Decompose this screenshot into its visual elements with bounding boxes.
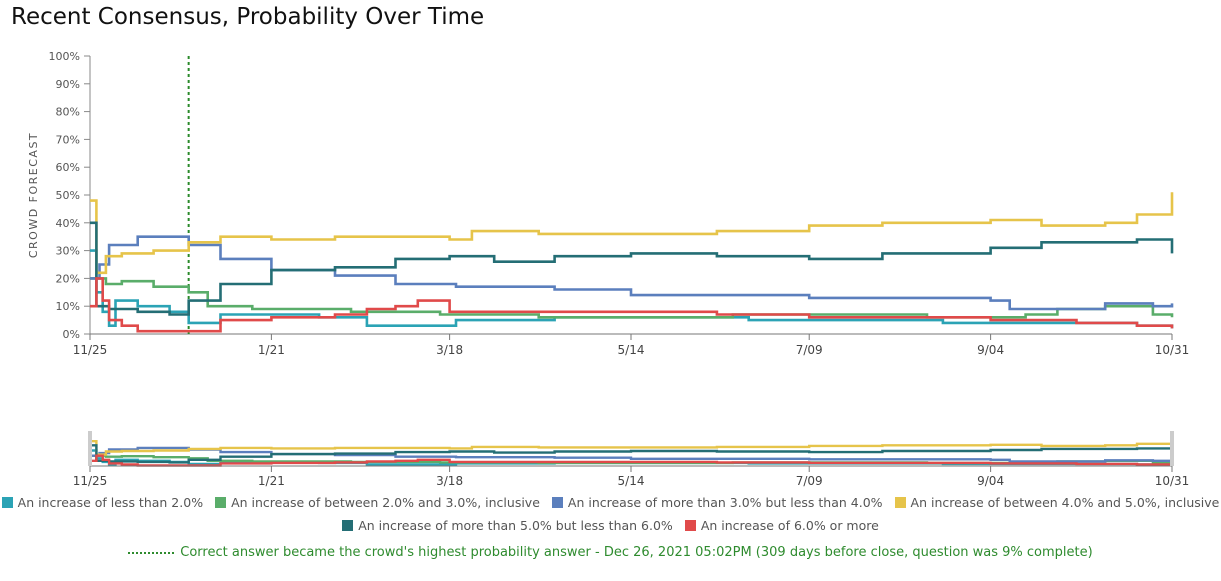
y-tick-label: 0% — [63, 328, 80, 341]
navigator-x-tick-label: 9/04 — [977, 474, 1004, 488]
y-tick-label: 30% — [56, 245, 80, 258]
legend-item[interactable]: An increase of more than 3.0% but less t… — [551, 495, 883, 510]
y-tick-label: 10% — [56, 300, 80, 313]
x-tick-label: 1/21 — [258, 343, 285, 357]
navigator-x-tick-label: 3/18 — [436, 474, 463, 488]
main-plot: 0% 10% 20% 30% 40% 50% 60% 70% 80% 90% 100% 11/25 1/… — [49, 50, 1190, 357]
y-tick-label: 60% — [56, 161, 80, 174]
x-tick-label: 7/09 — [796, 343, 823, 357]
correct-answer-note: Correct answer became the crowd's highes… — [0, 545, 1221, 560]
legend-swatch-icon — [894, 497, 906, 508]
x-tick-label: 3/18 — [436, 343, 463, 357]
main-series-group — [90, 192, 1174, 333]
navigator-handle-left[interactable] — [88, 431, 92, 466]
y-tick-label: 70% — [56, 133, 80, 146]
navigator-series-line — [90, 454, 1174, 467]
legend-label: An increase of 6.0% or more — [700, 518, 879, 533]
y-tick-label: 90% — [56, 78, 80, 91]
navigator-series-line — [90, 444, 1174, 464]
x-tick-label: 5/14 — [618, 343, 645, 357]
navigator-x-tick-label: 7/09 — [796, 474, 823, 488]
legend-item[interactable]: An increase of less than 2.0% — [1, 495, 204, 510]
legend-label: An increase of between 2.0% and 3.0%, in… — [231, 495, 540, 510]
navigator-x-tick-label: 11/25 — [73, 474, 108, 488]
legend-label: An increase of between 4.0% and 5.0%, in… — [910, 495, 1220, 510]
legend-item[interactable]: An increase of between 4.0% and 5.0%, in… — [894, 495, 1220, 510]
y-tick-label: 40% — [56, 217, 80, 230]
series-line[interactable] — [90, 249, 1174, 329]
x-tick-label: 11/25 — [73, 343, 108, 357]
legend-row: An increase of less than 2.0% An increase… — [0, 495, 1221, 510]
legend-row: An increase of more than 5.0% but less t… — [0, 518, 1221, 533]
navigator-x-tick-label: 1/21 — [258, 474, 285, 488]
chart-title: Recent Consensus, Probability Over Time — [11, 4, 485, 30]
navigator-series-line — [90, 439, 1174, 456]
legend-swatch-icon — [551, 497, 563, 508]
legend-swatch-icon — [342, 520, 354, 531]
x-tick-label: 9/04 — [977, 343, 1004, 357]
legend-label: An increase of more than 3.0% but less t… — [567, 495, 883, 510]
series-line[interactable] — [90, 277, 1174, 333]
legend: An increase of less than 2.0% An increase… — [0, 495, 1221, 541]
navigator-handle-right[interactable] — [1170, 431, 1174, 466]
x-tick-label: 10/31 — [1155, 343, 1190, 357]
navigator-plot[interactable]: 11/25 1/21 3/18 5/14 7/09 9/04 10/31 — [73, 431, 1190, 488]
y-tick-label: 50% — [56, 189, 80, 202]
navigator-series-line — [90, 446, 1174, 463]
legend-label: An increase of more than 5.0% but less t… — [358, 518, 673, 533]
series-line[interactable] — [90, 192, 1174, 275]
y-tick-label: 100% — [49, 50, 80, 63]
legend-swatch-icon — [684, 520, 696, 531]
legend-swatch-icon — [215, 497, 227, 508]
dotted-line-icon — [128, 551, 175, 554]
legend-label: An increase of less than 2.0% — [17, 495, 204, 510]
note-text: Correct answer became the crowd's highes… — [180, 545, 1093, 560]
series-line[interactable] — [90, 235, 1174, 311]
navigator-x-tick-label: 10/31 — [1155, 474, 1190, 488]
legend-item[interactable]: An increase of more than 5.0% but less t… — [342, 518, 673, 533]
navigator-x-tick-label: 5/14 — [618, 474, 645, 488]
y-tick-label: 80% — [56, 106, 80, 119]
legend-item[interactable]: An increase of 6.0% or more — [684, 518, 879, 533]
legend-swatch-icon — [1, 497, 13, 508]
legend-item[interactable]: An increase of between 2.0% and 3.0%, in… — [215, 495, 540, 510]
y-axis-label: CROWD FORECAST — [27, 132, 40, 258]
y-tick-label: 20% — [56, 272, 80, 285]
series-line[interactable] — [90, 221, 1174, 316]
